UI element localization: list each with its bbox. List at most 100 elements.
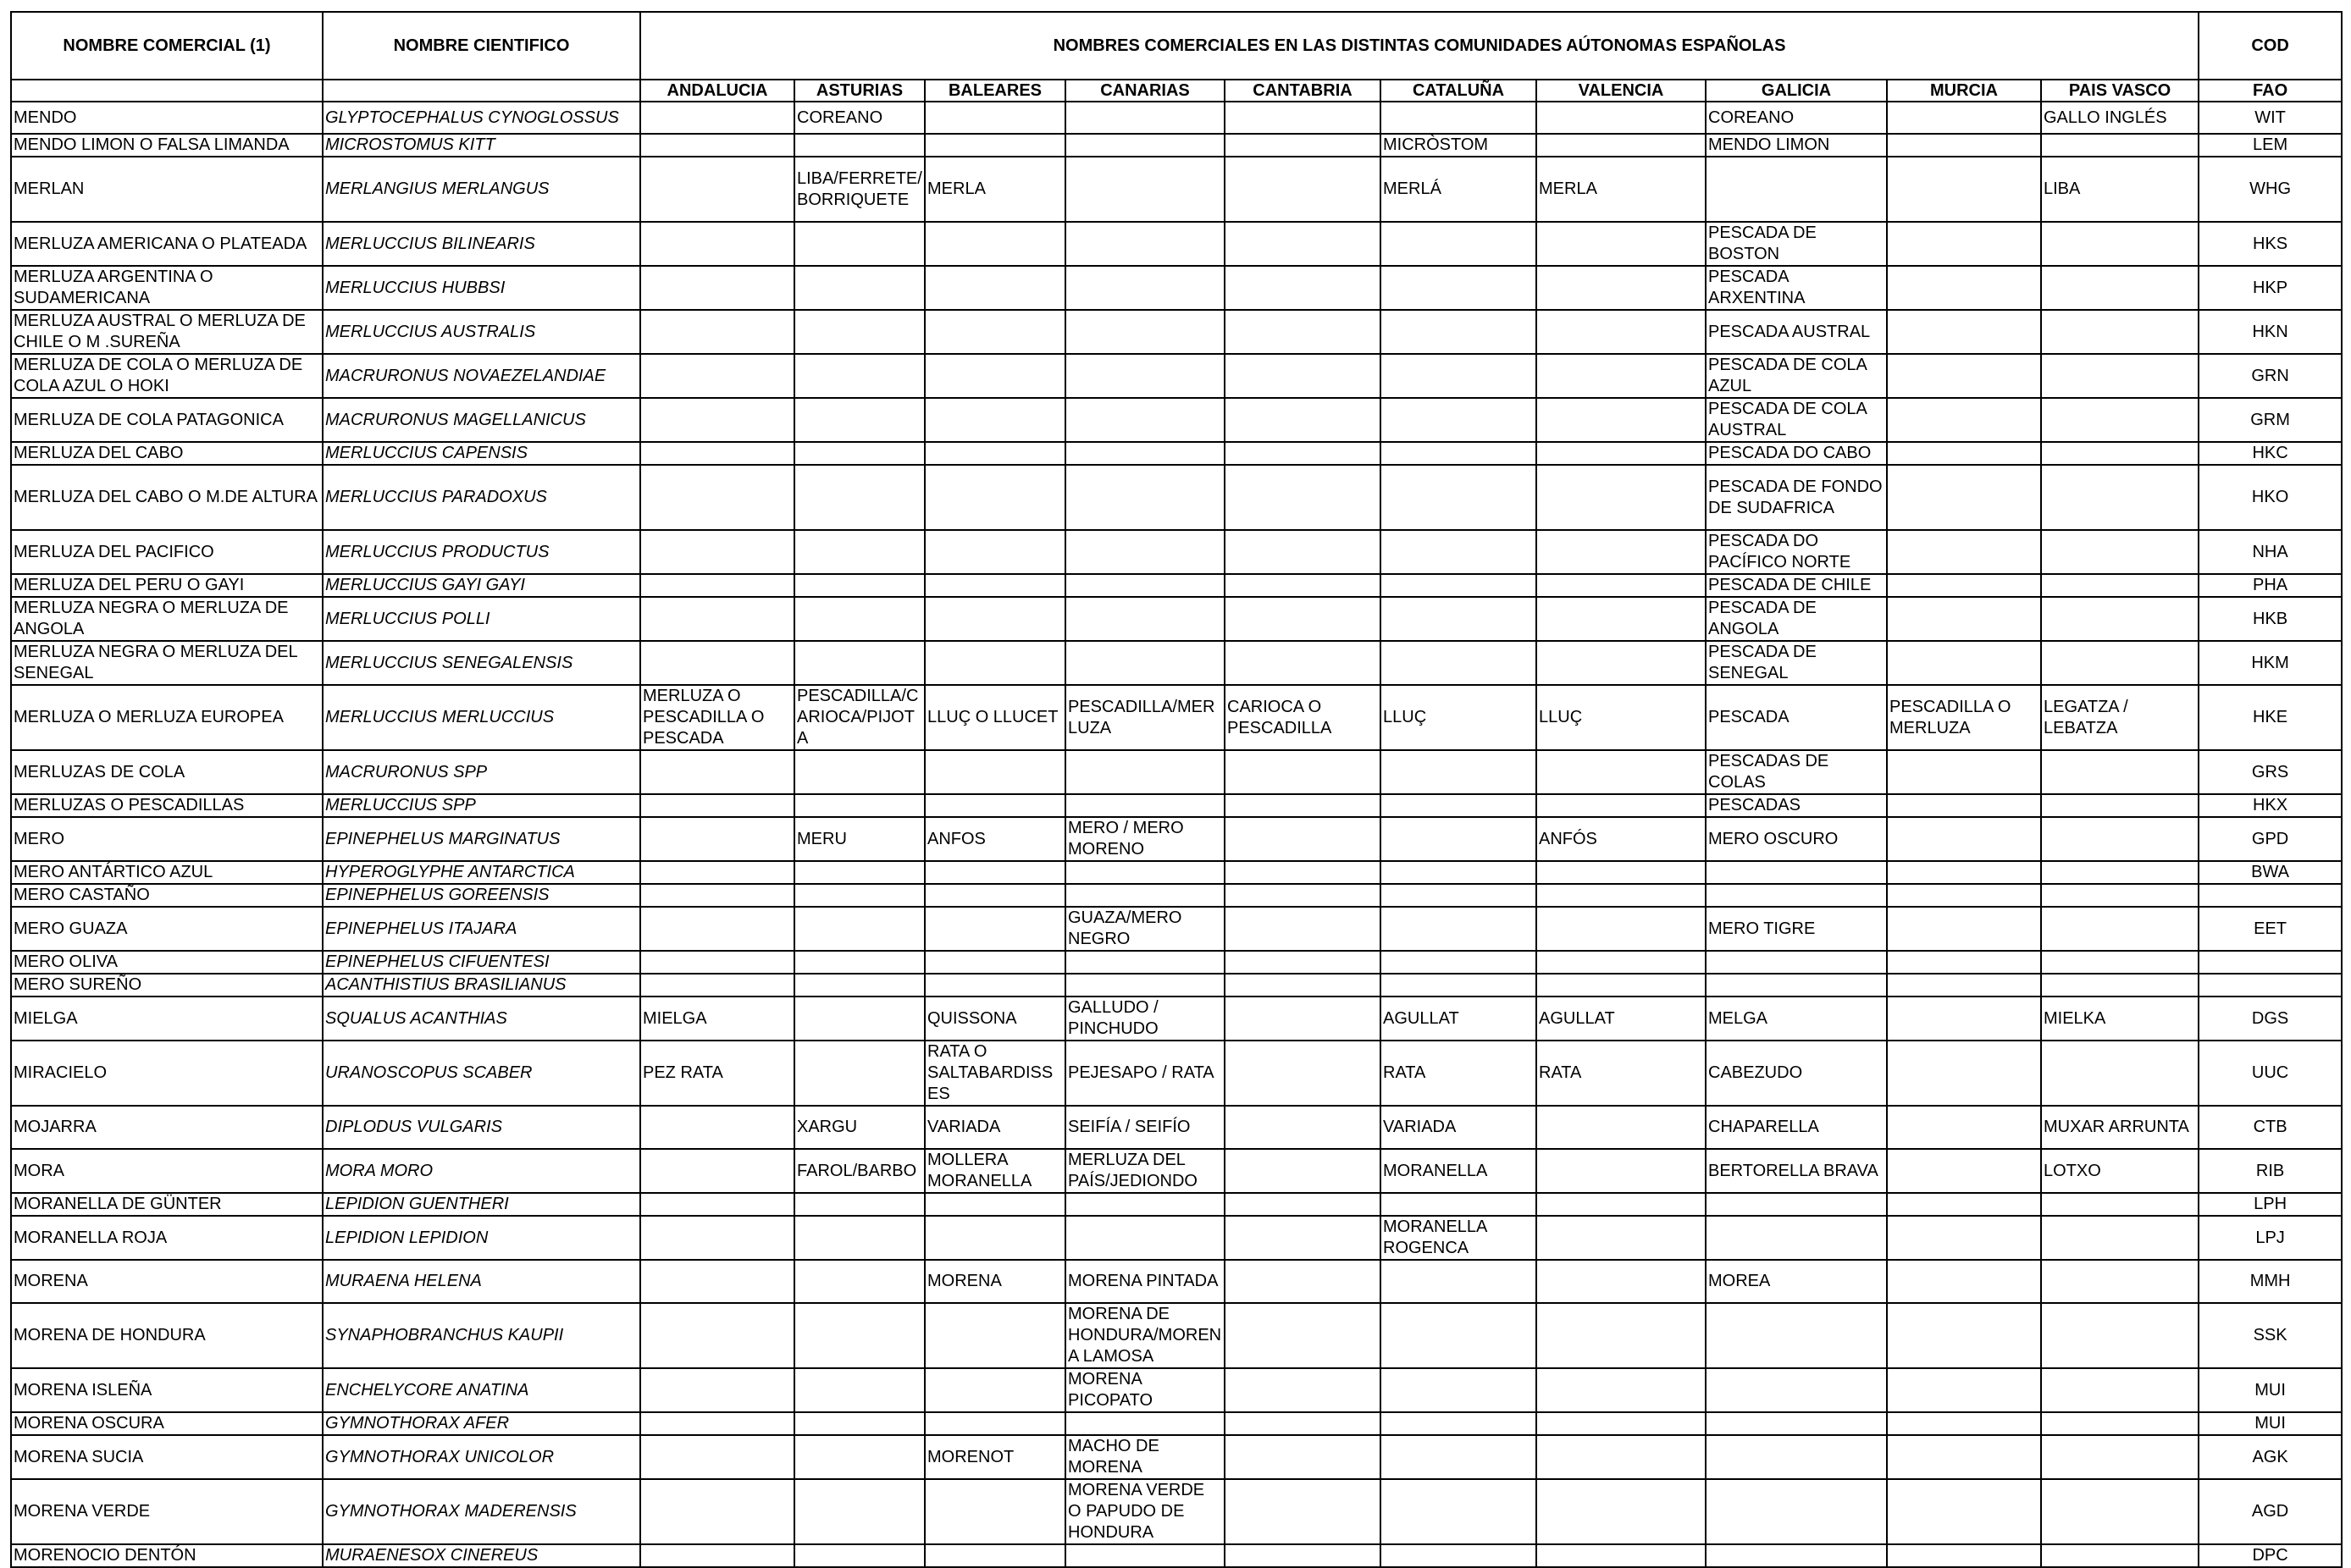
cataluna-cell <box>1380 883 1537 908</box>
pais-vasco-cell <box>2039 1478 2200 1545</box>
header-region-murcia: MURCIA <box>1886 79 2042 102</box>
asturias-cell <box>794 860 926 885</box>
scientific-name-cell: EPINEPHELUS CIFUENTESI <box>322 950 641 974</box>
comercial-name-cell: MERLUZA AMERICANA O PLATEADA <box>10 221 324 267</box>
murcia-cell <box>1886 464 2042 531</box>
scientific-name-cell: LEPIDION GUENTHERI <box>322 1192 641 1217</box>
comercial-name-cell: MORENA OSCURA <box>10 1411 324 1436</box>
cataluna-cell <box>1380 973 1537 997</box>
fao-code-cell: GPD <box>2198 816 2343 862</box>
pais-vasco-cell <box>2039 1367 2200 1413</box>
canarias-cell <box>1065 883 1225 908</box>
cantabria-cell <box>1224 883 1381 908</box>
pais-vasco-cell <box>2039 906 2200 952</box>
canarias-cell: MERO / MERO MORENO <box>1065 816 1225 862</box>
murcia-cell: PESCADILLA O MERLUZA <box>1886 684 2042 751</box>
valencia-cell <box>1535 101 1707 135</box>
asturias-cell <box>794 950 926 974</box>
cataluna-cell <box>1380 596 1537 642</box>
murcia-cell <box>1886 1148 2042 1194</box>
canarias-cell <box>1065 640 1225 686</box>
baleares-cell: QUISSONA <box>924 996 1066 1041</box>
comercial-name-cell: MERLUZAS O PESCADILLAS <box>10 793 324 818</box>
valencia-cell <box>1535 265 1707 311</box>
baleares-cell <box>924 1215 1066 1261</box>
canarias-cell <box>1065 353 1225 399</box>
canarias-cell <box>1065 1411 1225 1436</box>
cantabria-cell <box>1224 156 1381 223</box>
fao-code-cell: WHG <box>2198 156 2343 223</box>
galicia-cell: PESCADAS <box>1705 793 1888 818</box>
table-row: MERLUZA DEL PACIFICO MERLUCCIUS PRODUCTUS… <box>10 529 2343 575</box>
andalucia-cell <box>639 1192 795 1217</box>
fao-code-cell: MUI <box>2198 1367 2343 1413</box>
andalucia-cell <box>639 353 795 399</box>
canarias-cell: PEJESAPO / RATA <box>1065 1040 1225 1107</box>
cantabria-cell <box>1224 353 1381 399</box>
asturias-cell <box>794 640 926 686</box>
asturias-cell <box>794 265 926 311</box>
valencia-cell <box>1535 1367 1707 1413</box>
cantabria-cell <box>1224 1259 1381 1304</box>
baleares-cell: ANFOS <box>924 816 1066 862</box>
pais-vasco-cell: LIBA <box>2039 156 2200 223</box>
valencia-cell <box>1535 464 1707 531</box>
comercial-name-cell: MERLUZA DEL CABO <box>10 441 324 466</box>
cantabria-cell <box>1224 1302 1381 1369</box>
cantabria-cell <box>1224 309 1381 355</box>
comercial-name-cell: MERO OLIVA <box>10 950 324 974</box>
cantabria-cell <box>1224 265 1381 311</box>
table-row: MORENA MURAENA HELENA MORENA MORENA PINTADA… <box>10 1259 2343 1304</box>
baleares-cell <box>924 1302 1066 1369</box>
comercial-name-cell: MERLUZA NEGRA O MERLUZA DE ANGOLA <box>10 596 324 642</box>
cantabria-cell <box>1224 1105 1381 1150</box>
pais-vasco-cell <box>2039 1192 2200 1217</box>
pais-vasco-cell: MUXAR ARRUNTA <box>2039 1105 2200 1150</box>
valencia-cell <box>1535 1148 1707 1194</box>
valencia-cell: ANFÓS <box>1535 816 1707 862</box>
header-region-baleares: BALEARES <box>924 79 1066 102</box>
fao-code-cell: HKC <box>2198 441 2343 466</box>
galicia-cell: PESCADA <box>1705 684 1888 751</box>
header-region-asturias: ASTURIAS <box>794 79 926 102</box>
pais-vasco-cell <box>2039 973 2200 997</box>
canarias-cell <box>1065 573 1225 598</box>
galicia-cell <box>1705 1215 1888 1261</box>
canarias-cell <box>1065 950 1225 974</box>
pais-vasco-cell <box>2039 950 2200 974</box>
canarias-cell <box>1065 101 1225 135</box>
galicia-cell: PESCADA DE FONDO DE SUDAFRICA <box>1705 464 1888 531</box>
pais-vasco-cell <box>2039 529 2200 575</box>
cataluna-cell <box>1380 464 1537 531</box>
valencia-cell: LLUÇ <box>1535 684 1707 751</box>
pais-vasco-cell <box>2039 1302 2200 1369</box>
comercial-name-cell: MORENOCIO DENTÓN <box>10 1543 324 1568</box>
galicia-cell <box>1705 1367 1888 1413</box>
murcia-cell <box>1886 793 2042 818</box>
table-row: MERO CASTAÑO EPINEPHELUS GOREENSIS <box>10 883 2343 908</box>
comercial-name-cell: MORANELLA DE GÜNTER <box>10 1192 324 1217</box>
baleares-cell <box>924 640 1066 686</box>
pais-vasco-cell <box>2039 1543 2200 1568</box>
baleares-cell <box>924 397 1066 443</box>
valencia-cell <box>1535 353 1707 399</box>
murcia-cell <box>1886 973 2042 997</box>
scientific-name-cell: LEPIDION LEPIDION <box>322 1215 641 1261</box>
canarias-cell: MORENA PINTADA <box>1065 1259 1225 1304</box>
comercial-name-cell: MORENA VERDE <box>10 1478 324 1545</box>
murcia-cell <box>1886 1105 2042 1150</box>
cataluna-cell: RATA <box>1380 1040 1537 1107</box>
andalucia-cell <box>639 640 795 686</box>
cantabria-cell: CARIOCA O PESCADILLA <box>1224 684 1381 751</box>
murcia-cell <box>1886 221 2042 267</box>
fao-code-cell: NHA <box>2198 529 2343 575</box>
table-body: MENDO GLYPTOCEPHALUS CYNOGLOSSUS COREANO CO… <box>10 101 2343 1568</box>
scientific-name-cell: MERLUCCIUS PRODUCTUS <box>322 529 641 575</box>
fao-code-cell: EET <box>2198 906 2343 952</box>
galicia-cell: PESCADA DO PACÍFICO NORTE <box>1705 529 1888 575</box>
asturias-cell: XARGU <box>794 1105 926 1150</box>
comercial-name-cell: MORANELLA ROJA <box>10 1215 324 1261</box>
comercial-name-cell: MERLUZA DE COLA O MERLUZA DE COLA AZUL O… <box>10 353 324 399</box>
canarias-cell: MORENA DE HONDURA/MORENA LAMOSA <box>1065 1302 1225 1369</box>
pais-vasco-cell <box>2039 793 2200 818</box>
